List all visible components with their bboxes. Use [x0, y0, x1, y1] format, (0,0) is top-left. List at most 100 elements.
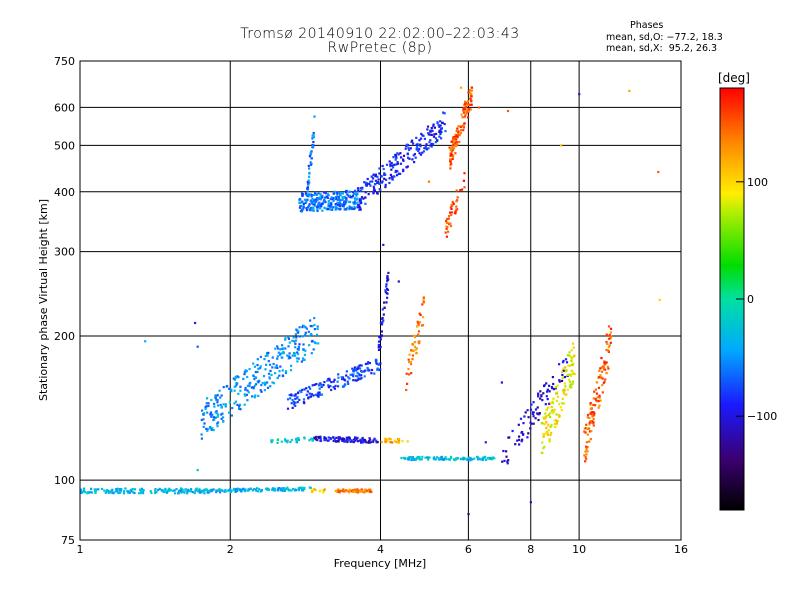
data-point — [571, 342, 575, 345]
data-point — [393, 163, 396, 166]
data-point — [217, 413, 220, 416]
data-point — [417, 330, 421, 333]
data-point — [544, 403, 547, 406]
data-point — [201, 409, 204, 412]
data-point — [365, 182, 369, 185]
data-point — [275, 364, 278, 367]
data-point — [433, 133, 436, 136]
data-point — [421, 134, 424, 137]
data-point — [201, 489, 204, 493]
data-point — [253, 396, 256, 399]
data-point — [408, 157, 411, 160]
data-point — [306, 190, 309, 193]
data-point — [432, 456, 435, 460]
phases-o-stats: mean, sd,O: −77.2, 18.3 — [606, 32, 723, 43]
data-point — [286, 486, 289, 489]
data-point — [402, 159, 405, 162]
data-point — [401, 440, 404, 443]
data-point — [529, 408, 533, 411]
data-point — [397, 172, 400, 175]
data-point — [598, 396, 601, 399]
data-point — [207, 402, 210, 405]
data-point — [369, 184, 372, 187]
data-point — [384, 183, 387, 186]
data-point — [542, 416, 545, 419]
data-point — [592, 421, 595, 424]
data-point — [446, 221, 449, 224]
data-point — [382, 167, 385, 171]
data-point — [341, 192, 344, 195]
data-point — [310, 340, 314, 343]
data-point — [371, 440, 374, 443]
data-point — [289, 369, 293, 372]
data-point — [311, 325, 314, 328]
data-point — [233, 378, 237, 381]
data-point — [402, 154, 406, 157]
data-point — [196, 345, 199, 348]
data-point — [187, 489, 190, 493]
data-point — [352, 441, 355, 444]
data-point — [561, 373, 564, 376]
data-point — [347, 190, 350, 193]
data-point — [309, 151, 313, 154]
data-point — [307, 183, 310, 186]
data-point — [433, 126, 436, 129]
data-point — [410, 459, 413, 462]
data-point — [368, 369, 371, 372]
data-point — [309, 395, 312, 398]
data-point — [456, 127, 459, 130]
data-point — [449, 211, 452, 214]
data-point — [379, 338, 382, 341]
data-point — [341, 203, 344, 206]
data-point — [309, 319, 312, 322]
data-point — [526, 409, 529, 412]
data-point — [382, 313, 385, 316]
data-point — [253, 378, 256, 381]
data-point — [342, 196, 345, 199]
data-point — [453, 137, 456, 140]
data-point — [536, 406, 539, 409]
data-point — [294, 346, 297, 349]
data-point — [215, 491, 218, 494]
data-point — [173, 489, 176, 492]
data-point — [364, 202, 367, 205]
data-point — [295, 328, 298, 331]
data-point — [466, 109, 469, 112]
data-point — [599, 374, 602, 377]
data-point — [417, 341, 420, 344]
data-point — [205, 402, 208, 405]
data-point — [387, 271, 390, 274]
data-point — [570, 369, 573, 372]
data-point — [447, 217, 450, 220]
data-point — [588, 416, 591, 420]
data-point — [467, 91, 470, 94]
data-point — [429, 144, 432, 147]
data-point — [286, 441, 289, 444]
data-point — [561, 370, 564, 373]
data-point — [302, 206, 305, 209]
data-point — [424, 147, 427, 150]
data-point — [301, 326, 304, 329]
data-point — [319, 439, 323, 442]
data-point — [379, 368, 382, 371]
data-point — [602, 368, 605, 371]
data-point — [358, 199, 361, 202]
data-point — [318, 387, 321, 390]
data-point — [392, 166, 395, 169]
data-point — [339, 193, 343, 196]
data-point — [224, 488, 227, 492]
data-point — [538, 412, 541, 415]
data-point — [568, 378, 571, 381]
data-point — [430, 133, 433, 136]
data-point — [229, 489, 232, 492]
data-point — [203, 412, 206, 415]
data-point — [361, 187, 364, 190]
data-point — [269, 363, 272, 366]
colorbar-tick-label: −100 — [747, 410, 777, 423]
data-point — [259, 367, 262, 370]
data-point — [215, 489, 218, 492]
data-point — [415, 351, 418, 355]
data-point — [451, 200, 454, 204]
data-point — [97, 488, 100, 491]
data-point — [359, 199, 362, 202]
